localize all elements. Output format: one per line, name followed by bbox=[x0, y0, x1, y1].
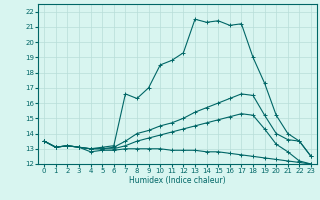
X-axis label: Humidex (Indice chaleur): Humidex (Indice chaleur) bbox=[129, 176, 226, 185]
